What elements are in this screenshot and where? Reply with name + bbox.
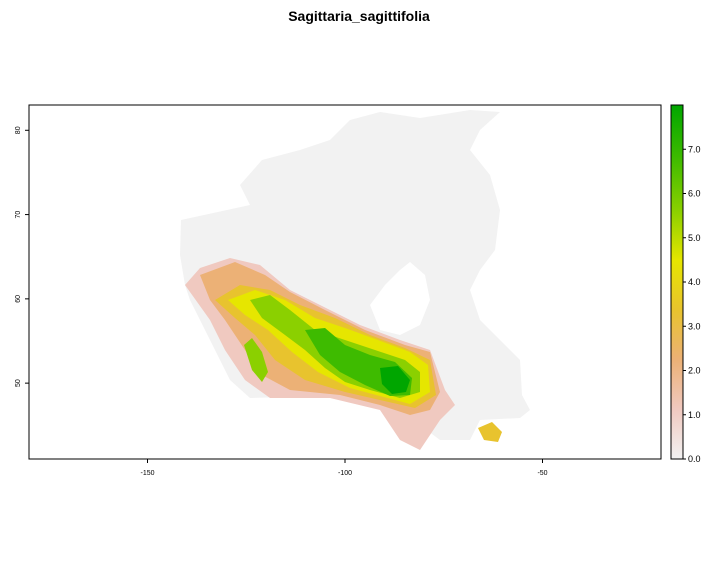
y-tick-label: 60 [15,295,22,303]
y-axis: 50 60 70 80 [15,126,29,387]
legend-tick-label: 6.0 [688,189,701,199]
y-tick-label: 80 [15,126,22,134]
hudson-bay [370,262,430,335]
legend-tick-label: 3.0 [688,321,701,331]
legend-tick-label: 4.0 [688,277,701,287]
legend-tick-label: 7.0 [688,144,701,154]
x-tick-label: -150 [140,470,154,477]
legend-colorbar [670,104,684,460]
legend-tick-label: 2.0 [688,366,701,376]
y-tick-label: 70 [15,211,22,219]
legend-ticks: 0.0 1.0 2.0 3.0 4.0 5.0 6.0 7.0 [683,144,701,464]
zone-west-coast [244,338,268,382]
y-tick-label: 50 [15,379,22,387]
zone-east-patch [478,422,502,442]
x-axis: -150 -100 -50 [140,459,548,477]
legend-tick-label: 1.0 [688,410,701,420]
raster-layer [180,110,530,450]
x-tick-label: -100 [338,470,352,477]
legend: 0.0 1.0 2.0 3.0 4.0 5.0 6.0 7.0 [670,104,701,464]
legend-tick-label: 0.0 [688,454,701,464]
x-tick-label: -50 [537,470,547,477]
zone-max-2 [380,366,410,394]
legend-tick-label: 5.0 [688,233,701,243]
map-title: Sagittaria_sagittifolia [288,8,430,24]
